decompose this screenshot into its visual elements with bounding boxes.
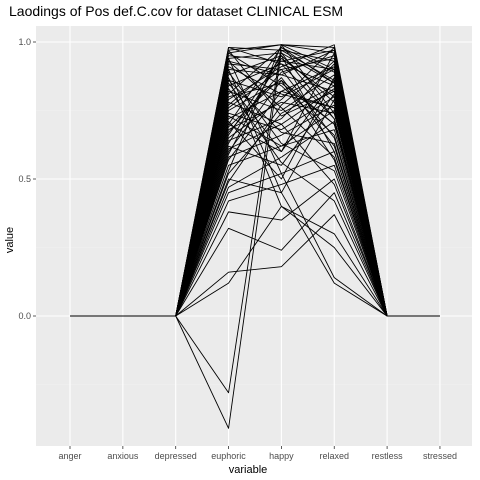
x-tick-label: depressed bbox=[155, 451, 197, 461]
x-tick-label: euphoric bbox=[211, 451, 246, 461]
chart-title: Laodings of Pos def.C.cov for dataset CL… bbox=[9, 3, 343, 19]
x-tick-label: anger bbox=[58, 451, 81, 461]
y-tick-label: 0.5 bbox=[18, 174, 31, 184]
x-tick-label: relaxed bbox=[319, 451, 349, 461]
y-tick-label: 1.0 bbox=[18, 37, 31, 47]
y-tick-label: 0.0 bbox=[18, 311, 31, 321]
y-axis-title: value bbox=[4, 227, 16, 253]
x-axis-title: variable bbox=[229, 464, 268, 476]
x-axis-ticks: anger anxious depressed euphoric happy relaxe… bbox=[58, 446, 457, 461]
major-gridlines bbox=[36, 26, 472, 446]
series-lines bbox=[70, 44, 440, 429]
y-axis-ticks: 0.0 0.5 1.0 bbox=[18, 37, 36, 321]
x-tick-label: anxious bbox=[107, 451, 139, 461]
x-tick-label: restless bbox=[372, 451, 404, 461]
x-tick-label: stressed bbox=[423, 451, 457, 461]
x-tick-label: happy bbox=[269, 451, 294, 461]
series-line bbox=[70, 47, 440, 317]
